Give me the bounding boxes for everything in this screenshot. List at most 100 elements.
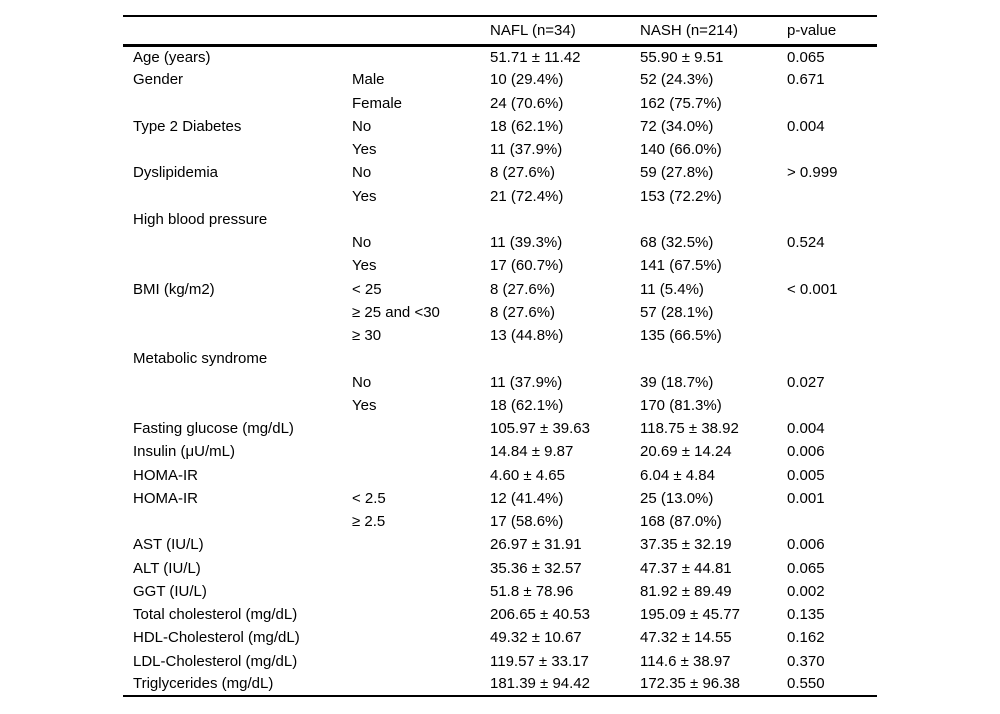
cell-nash: 118.75 ± 38.92 bbox=[640, 420, 739, 438]
table-row: Type 2 Diabetes No 18 (62.1%) 72 (34.0%) 0.0… bbox=[123, 115, 877, 138]
cell-p-value bbox=[787, 92, 877, 115]
cell-parameter bbox=[123, 254, 352, 277]
cell-subcategory: ≥ 30 bbox=[352, 327, 382, 345]
cell-nash: 59 (27.8%) bbox=[640, 164, 714, 182]
cell-subcategory: < 2.5 bbox=[352, 489, 386, 507]
cell-p-value: 0.005 bbox=[787, 466, 825, 484]
cell-nafl: 105.97 ± 39.63 bbox=[490, 420, 590, 438]
cell-nash: 68 (32.5%) bbox=[640, 234, 714, 252]
cell-p-value: 0.370 bbox=[787, 652, 825, 670]
cell-p-value: 0.065 bbox=[787, 559, 825, 577]
cell-p-value: 0.027 bbox=[787, 373, 825, 391]
cell-parameter: Age (years) bbox=[133, 48, 211, 66]
cell-subcategory: Yes bbox=[352, 141, 377, 159]
clinical-characteristics-table: NAFL (n=34) NASH (n=214) p-value Age (ye… bbox=[123, 15, 877, 697]
cell-subcategory: No bbox=[352, 234, 372, 252]
cell-parameter: Triglycerides (mg/dL) bbox=[133, 675, 274, 693]
cell-p-value: 0.135 bbox=[787, 606, 825, 624]
cell-nash: 153 (72.2%) bbox=[640, 187, 722, 205]
cell-nafl: 17 (58.6%) bbox=[490, 513, 564, 531]
cell-parameter: ALT (IU/L) bbox=[133, 559, 201, 577]
cell-nash: 37.35 ± 32.19 bbox=[640, 536, 732, 554]
cell-p-value: 0.001 bbox=[787, 489, 825, 507]
cell-parameter: HDL-Cholesterol (mg/dL) bbox=[133, 629, 300, 647]
cell-subcategory bbox=[352, 650, 490, 673]
cell-parameter: HOMA-IR bbox=[133, 489, 198, 507]
cell-nafl: 18 (62.1%) bbox=[490, 117, 564, 135]
cell-nash: 141 (67.5%) bbox=[640, 257, 722, 275]
cell-p-value: 0.004 bbox=[787, 420, 825, 438]
cell-subcategory bbox=[352, 603, 490, 626]
table-row: ALT (IU/L) 35.36 ± 32.57 47.37 ± 44.81 0.06… bbox=[123, 557, 877, 580]
table-row: Fasting glucose (mg/dL) 105.97 ± 39.63 118… bbox=[123, 417, 877, 440]
column-header-pvalue: p-value bbox=[787, 21, 837, 39]
cell-nafl: 12 (41.4%) bbox=[490, 489, 564, 507]
cell-subcategory: No bbox=[352, 164, 372, 182]
cell-p-value: < 0.001 bbox=[787, 280, 838, 298]
cell-parameter: Insulin (μU/mL) bbox=[133, 443, 235, 461]
table-row: Yes 21 (72.4%) 153 (72.2%) bbox=[123, 185, 877, 208]
cell-nafl: 51.71 ± 11.42 bbox=[490, 48, 581, 66]
cell-p-value: 0.065 bbox=[787, 48, 825, 66]
cell-parameter: LDL-Cholesterol (mg/dL) bbox=[133, 652, 298, 670]
cell-subcategory bbox=[352, 440, 490, 463]
paper-table: NAFL (n=34) NASH (n=214) p-value Age (ye… bbox=[123, 15, 877, 697]
cell-parameter bbox=[123, 510, 352, 533]
cell-nash: 170 (81.3%) bbox=[640, 396, 722, 414]
cell-nash: 47.32 ± 14.55 bbox=[640, 629, 732, 647]
cell-p-value bbox=[787, 138, 877, 161]
cell-subcategory: No bbox=[352, 117, 372, 135]
cell-nafl: 206.65 ± 40.53 bbox=[490, 606, 590, 624]
table-row: Metabolic syndrome bbox=[123, 347, 877, 370]
cell-nash: 140 (66.0%) bbox=[640, 141, 722, 159]
cell-subcategory bbox=[352, 417, 490, 440]
cell-parameter: Gender bbox=[133, 71, 184, 89]
cell-subcategory: ≥ 25 and <30 bbox=[352, 303, 440, 321]
cell-p-value: 0.524 bbox=[787, 234, 825, 252]
cell-nafl: 51.8 ± 78.96 bbox=[490, 582, 574, 600]
cell-parameter bbox=[123, 394, 352, 417]
cell-p-value: 0.550 bbox=[787, 675, 825, 693]
cell-nafl: 24 (70.6%) bbox=[490, 94, 564, 112]
cell-nafl: 35.36 ± 32.57 bbox=[490, 559, 582, 577]
cell-p-value: 0.002 bbox=[787, 582, 825, 600]
cell-parameter: Dyslipidemia bbox=[133, 164, 219, 182]
cell-parameter bbox=[123, 324, 352, 347]
cell-nash: 172.35 ± 96.38 bbox=[640, 675, 740, 693]
cell-subcategory bbox=[352, 208, 490, 231]
table-head: NAFL (n=34) NASH (n=214) p-value bbox=[123, 16, 877, 45]
table-row: LDL-Cholesterol (mg/dL) 119.57 ± 33.17 114… bbox=[123, 650, 877, 673]
cell-parameter bbox=[123, 185, 352, 208]
cell-p-value: 0.004 bbox=[787, 117, 825, 135]
cell-nash: 11 (5.4%) bbox=[640, 280, 704, 298]
cell-nafl: 181.39 ± 94.42 bbox=[490, 675, 590, 693]
cell-p-value bbox=[787, 301, 877, 324]
table-row: No 11 (37.9%) 39 (18.7%) 0.027 bbox=[123, 371, 877, 394]
cell-p-value bbox=[787, 347, 877, 370]
cell-parameter: Fasting glucose (mg/dL) bbox=[133, 420, 294, 438]
cell-parameter: Type 2 Diabetes bbox=[133, 117, 242, 135]
cell-parameter: GGT (IU/L) bbox=[133, 582, 207, 600]
cell-p-value: 0.006 bbox=[787, 536, 825, 554]
cell-subcategory: ≥ 2.5 bbox=[352, 513, 386, 531]
cell-subcategory: No bbox=[352, 373, 372, 391]
column-header-nash: NASH (n=214) bbox=[640, 21, 738, 39]
cell-p-value: 0.006 bbox=[787, 443, 825, 461]
cell-nash: 57 (28.1%) bbox=[640, 303, 714, 321]
table-row: Yes 17 (60.7%) 141 (67.5%) bbox=[123, 254, 877, 277]
cell-nafl: 14.84 ± 9.87 bbox=[490, 443, 574, 461]
cell-nash: 72 (34.0%) bbox=[640, 117, 714, 135]
cell-nafl: 8 (27.6%) bbox=[490, 164, 556, 182]
cell-nafl: 17 (60.7%) bbox=[490, 257, 564, 275]
cell-parameter bbox=[123, 138, 352, 161]
table-row: ≥ 30 13 (44.8%) 135 (66.5%) bbox=[123, 324, 877, 347]
cell-subcategory: Yes bbox=[352, 257, 377, 275]
table-row: Gender Male 10 (29.4%) 52 (24.3%) 0.671 bbox=[123, 68, 877, 91]
cell-subcategory bbox=[352, 347, 490, 370]
column-header-subcategory bbox=[352, 16, 490, 45]
cell-nash: 25 (13.0%) bbox=[640, 489, 714, 507]
cell-subcategory: Male bbox=[352, 71, 385, 89]
table-row: Female 24 (70.6%) 162 (75.7%) bbox=[123, 92, 877, 115]
cell-p-value bbox=[787, 208, 877, 231]
